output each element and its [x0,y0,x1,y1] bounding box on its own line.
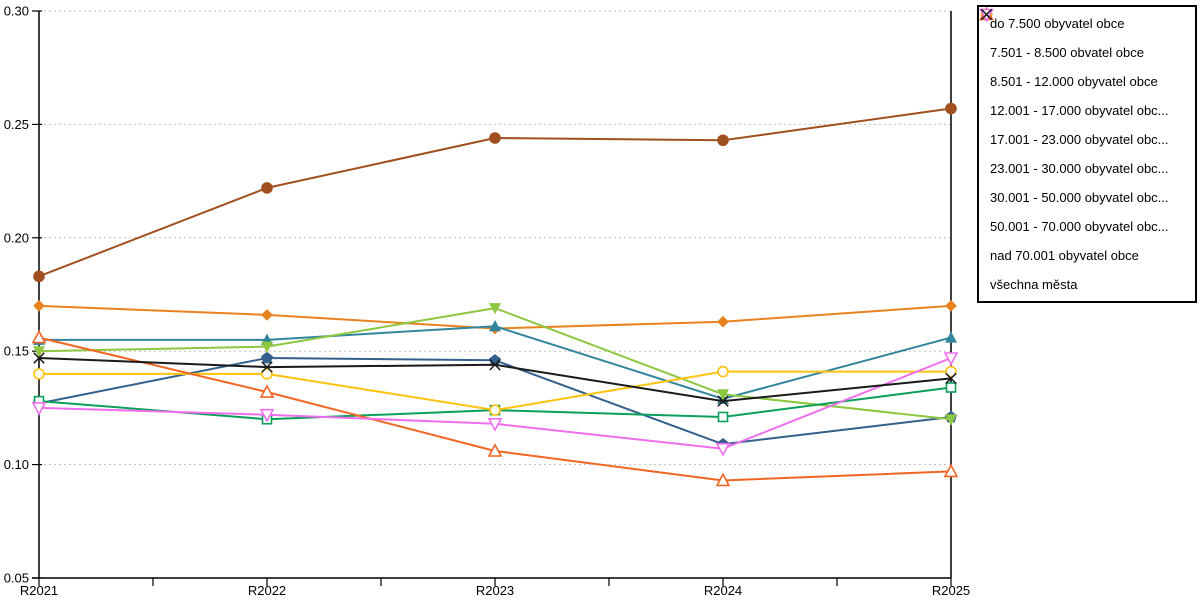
legend-item: 30.001 - 50.000 obyvatel obc... [979,8,1195,212]
legend-item-label: 7.501 - 8.500 obvatel obce [990,45,1144,60]
square-marker-icon [945,382,957,393]
y-axis-tick-label: 0.15 [4,344,29,359]
legend-item-label: 8.501 - 12.000 obyvatel obce [990,74,1158,89]
circle-marker-icon [261,182,273,194]
x-axis-tick-label: R2021 [20,583,58,598]
legend-item-label: 30.001 - 50.000 obyvatel obc... [990,190,1169,205]
x-marker-icon [33,352,45,364]
circle-marker-icon [717,365,729,378]
triangle-down-marker-icon [33,346,45,358]
series-8 [31,329,959,487]
series-2 [33,102,957,283]
y-axis-tick-label: 0.05 [4,571,29,586]
legend-item-label: všechna města [990,277,1078,292]
legend-item: do 7.500 obyvatel obce [979,8,1195,38]
triangle-up-marker-icon [945,331,957,343]
x-axis-tick-label: R2023 [476,583,514,598]
circle-marker-icon [945,102,957,115]
x-axis-tick-label: R2022 [248,583,286,598]
diamond-marker-icon [717,315,729,328]
y-axis-tick-label: 0.10 [4,457,29,472]
series-10 [33,352,957,407]
legend-item: 50.001 - 70.000 obyvatel obc... [979,7,1195,241]
legend-item: všechna města [979,8,1195,299]
series-6 [33,382,957,425]
x-axis-tick-label: R2024 [704,583,742,598]
triangle-down-marker-icon [259,408,275,423]
triangle-up-marker-icon [31,329,47,344]
triangle-down-marker-icon [943,352,959,366]
triangle-up-marker-icon [943,463,959,478]
legend-item-label: 12.001 - 17.000 obyvatel obc... [990,103,1169,118]
legend-item-label: 50.001 - 70.000 obyvatel obc... [990,219,1169,234]
y-axis-tick-label: 0.20 [4,230,29,245]
triangle-down-marker-icon [717,389,729,401]
triangle-up-marker-icon [259,384,275,398]
diamond-marker-icon [261,309,273,321]
legend-item: 23.001 - 30.000 obyvatel obc... [979,9,1195,183]
triangle-down-marker-icon [489,303,501,315]
circle-marker-icon [945,365,957,378]
circle-marker-icon [33,270,45,283]
series-4 [33,351,957,450]
triangle-down-marker-icon [715,442,731,457]
legend-item-label: 23.001 - 30.000 obyvatel obc... [990,161,1169,176]
y-axis-tick-label: 0.25 [4,117,29,132]
legend-item: 8.501 - 12.000 obyvatel obce [979,8,1195,96]
square-marker-icon [717,411,729,423]
circle-marker-icon [489,404,501,416]
legend-item-label: do 7.500 obyvatel obce [990,16,1125,31]
legend-item: 12.001 - 17.000 obyvatel obc... [979,8,1195,125]
pentagon-marker-icon [261,351,273,364]
series-9 [31,352,959,457]
triangle-up-marker-icon [715,472,731,487]
x-axis-tick-label: R2025 [932,583,970,598]
x-marker-icon [489,359,501,371]
legend-item: 17.001 - 23.000 obyvatel obc... [979,9,1195,154]
x-marker-icon [945,372,957,385]
legend-item-label: nad 70.001 obyvatel obce [990,248,1139,263]
triangle-down-marker-icon [945,414,957,426]
legend-item: nad 70.001 obyvatel obce [979,8,1195,270]
triangle-down-marker-icon [31,402,47,416]
x-marker-icon [717,395,729,407]
y-axis-tick-label: 0.30 [4,4,29,19]
chart-legend: do 7.500 obyvatel obce 7.501 - 8.500 obva… [977,5,1197,303]
x-marker-icon [261,361,273,373]
triangle-up-marker-icon [487,443,503,457]
circle-marker-icon [489,132,501,144]
diamond-marker-icon [33,300,45,312]
legend-item-label: 17.001 - 23.000 obyvatel obc... [990,132,1169,147]
legend-item: 7.501 - 8.500 obvatel obce [979,8,1195,67]
diamond-marker-icon [945,300,957,312]
triangle-down-marker-icon [487,417,503,432]
series-5 [33,303,957,426]
circle-marker-icon [261,368,273,380]
triangle-up-marker-icon [489,320,501,332]
circle-marker-icon [33,368,45,380]
circle-marker-icon [717,134,729,147]
triangle-down-marker-icon [261,341,273,353]
